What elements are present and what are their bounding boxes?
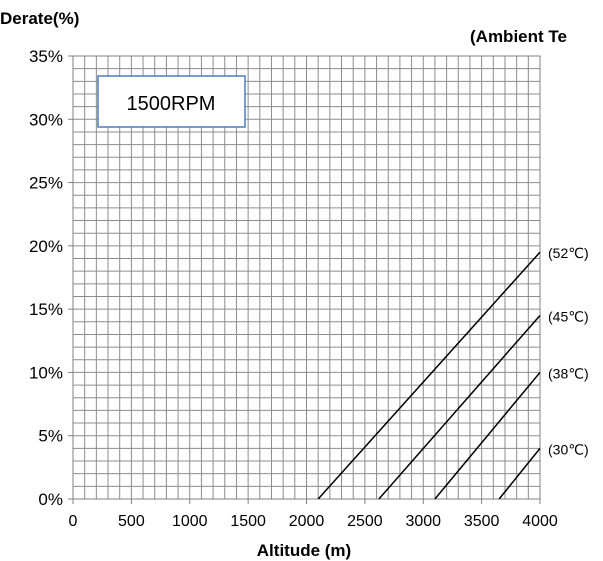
y-tick-label: 5%: [38, 427, 63, 446]
legend-title: (Ambient Te: [470, 27, 567, 46]
y-tick-label: 20%: [29, 237, 63, 256]
x-tick-label: 2500: [347, 513, 383, 530]
series-line: [498, 447, 541, 500]
y-tick-label: 15%: [29, 300, 63, 319]
x-tick-label: 3500: [464, 513, 500, 530]
x-tick-label: 3000: [405, 513, 441, 530]
x-axis-title: Altitude (m): [257, 541, 351, 560]
x-tick-label: 4000: [522, 513, 558, 530]
annotation-text: 1500RPM: [127, 93, 216, 115]
series-label: (30℃): [548, 441, 589, 457]
y-axis-title: Derate(%): [0, 9, 79, 28]
y-tick-label: 25%: [29, 174, 63, 193]
chart-grid: [73, 56, 540, 499]
x-tick-label: 1500: [230, 513, 266, 530]
x-tick-label: 500: [118, 513, 145, 530]
y-tick-label: 30%: [29, 110, 63, 129]
annotation-box: [97, 75, 246, 128]
series-line: [378, 314, 541, 500]
x-tick-label: 1000: [172, 513, 208, 530]
x-tick-label: 2000: [289, 513, 325, 530]
y-tick-label: 35%: [29, 47, 63, 66]
x-tick-label: 0: [69, 513, 78, 530]
series-label: (45℃): [548, 308, 589, 324]
series-label: (38℃): [548, 365, 589, 381]
series-line: [317, 251, 541, 500]
series-lines: [317, 251, 541, 500]
series-label: (52℃): [548, 245, 589, 261]
y-tick-label: 10%: [29, 363, 63, 382]
series-line: [434, 371, 541, 500]
chart-labels: (52℃) (45℃) (38℃) (30℃): [548, 245, 589, 457]
axis-ticks: 0 500 1000 1500 2000 2500 3000 3500 4000 0% 5% 10% 1…: [29, 47, 558, 530]
y-tick-label: 0%: [38, 490, 63, 509]
